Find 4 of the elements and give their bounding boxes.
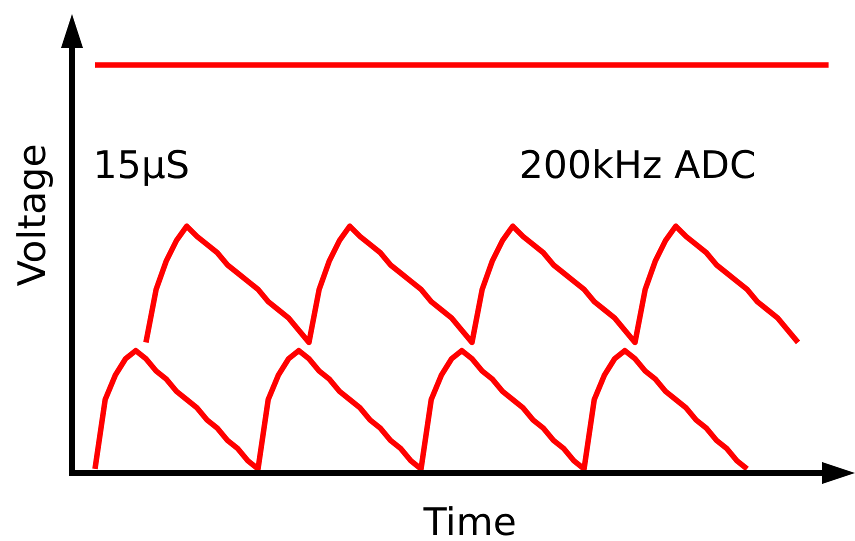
- annotation: 200kHz ADC: [519, 143, 756, 187]
- x-axis-title: Time: [422, 500, 516, 541]
- y-axis-title: Voltage: [10, 144, 54, 286]
- annotation: 15μS: [93, 143, 190, 187]
